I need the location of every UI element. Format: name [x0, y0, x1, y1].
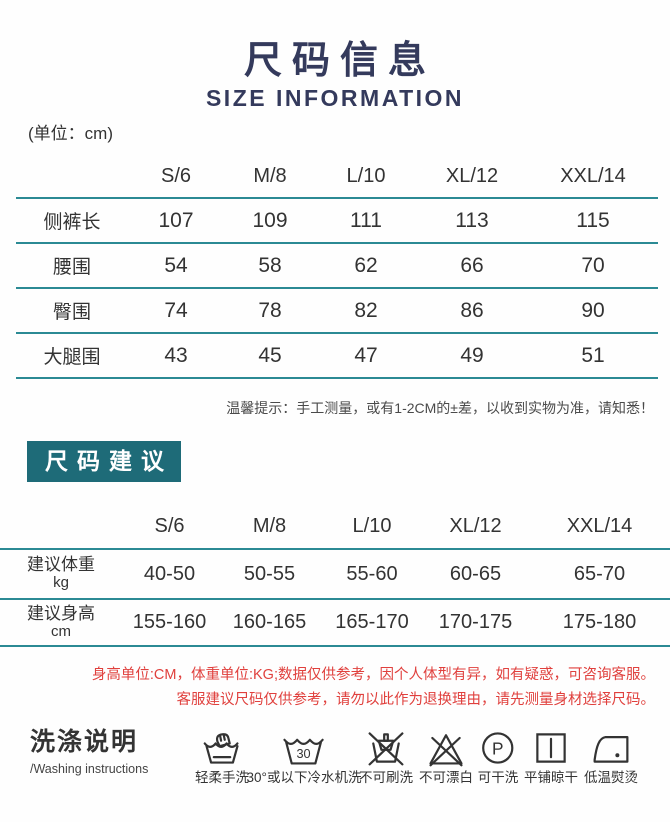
row-label-text: 建议身高 [27, 603, 95, 623]
row-label-unit: kg [53, 574, 69, 592]
svg-text:30: 30 [297, 746, 311, 761]
table-row: 侧裤长 107 109 111 113 115 [16, 198, 658, 244]
wash-item-label: 低温熨烫 [584, 770, 638, 786]
cell-value: 40-50 [122, 549, 217, 600]
wash-item-label: 可干洗 [477, 770, 519, 786]
cell-value: 86 [416, 288, 528, 334]
cell-value: 62 [316, 243, 416, 289]
machine-wash-30-icon: 30 [282, 726, 326, 768]
svg-text:P: P [492, 739, 504, 759]
page-title: 尺码信息 [243, 40, 436, 82]
size-col-header: L/10 [316, 142, 416, 199]
cell-value: 47 [316, 333, 416, 379]
cell-value: 165-170 [322, 599, 422, 647]
washing-subtitle: /Washing instructions [30, 762, 149, 777]
cell-value: 111 [316, 198, 416, 244]
cell-value: 43 [128, 333, 224, 379]
wash-item-label: 轻柔手洗 [195, 770, 249, 786]
no-scrub-icon [366, 726, 406, 768]
size-col-header: XL/12 [422, 492, 529, 550]
suggest-table-header: S/6 M/8 L/10 XL/12 XXL/14 [0, 492, 670, 550]
wash-item-label: 不可刷洗 [359, 770, 413, 786]
unit-label: (单位：cm) [28, 124, 113, 143]
dry-clean-icon: P [478, 726, 518, 768]
size-col-header: XXL/14 [528, 142, 658, 199]
table-row: 臀围 74 78 82 86 90 [16, 288, 658, 334]
cell-value: 45 [224, 333, 316, 379]
size-table-header: S/6 M/8 L/10 XL/12 XXL/14 [16, 142, 658, 199]
hand-wash-icon [202, 726, 242, 768]
cell-value: 175-180 [529, 599, 670, 647]
no-bleach-icon [426, 726, 466, 768]
size-col-header: S/6 [122, 492, 217, 550]
wash-item-hand-wash: 轻柔手洗 [195, 726, 249, 785]
cell-value: 60-65 [422, 549, 529, 600]
row-label: 臀围 [16, 288, 128, 334]
table-row: 建议身高 cm 155-160 160-165 165-170 170-175 … [0, 599, 670, 647]
washing-title-block: 洗涤说明 /Washing instructions [30, 730, 148, 776]
cell-value: 58 [224, 243, 316, 289]
cell-value: 170-175 [422, 599, 529, 647]
wash-item-label: 不可漂白 [419, 770, 473, 786]
cell-value: 155-160 [122, 599, 217, 647]
row-label: 侧裤长 [16, 198, 128, 244]
low-iron-icon [591, 726, 631, 768]
wash-item-label: 平铺晾干 [524, 770, 578, 786]
disclaimer-line: 身高单位:CM，体重单位:KG;数据仅供参考，因个人体型有异，如有疑惑，可咨询客… [91, 667, 655, 683]
size-col-header: M/8 [217, 492, 322, 550]
size-col-header: XL/12 [416, 142, 528, 199]
row-label: 大腿围 [16, 333, 128, 379]
washing-instructions-section: 洗涤说明 /Washing instructions 轻柔手洗 30 30°或以… [0, 726, 670, 798]
table-row: 建议体重 kg 40-50 50-55 55-60 60-65 65-70 [0, 549, 670, 600]
wash-item-label: 30°或以下冷水机洗 [246, 770, 362, 786]
size-col-header: L/10 [322, 492, 422, 550]
cell-value: 54 [128, 243, 224, 289]
cell-value: 90 [528, 288, 658, 334]
table-row: 大腿围 43 45 47 49 51 [16, 333, 658, 379]
cell-value: 74 [128, 288, 224, 334]
table-row: 腰围 54 58 62 66 70 [16, 243, 658, 289]
cell-value: 50-55 [217, 549, 322, 600]
cell-value: 115 [528, 198, 658, 244]
wash-item-machine-wash: 30 30°或以下冷水机洗 [246, 726, 362, 786]
size-col-header: M/8 [224, 142, 316, 199]
suggest-table-corner [0, 492, 122, 550]
size-table: S/6 M/8 L/10 XL/12 XXL/14 侧裤长 107 109 11… [16, 142, 658, 379]
disclaimer-notes: 身高单位:CM，体重单位:KG;数据仅供参考，因个人体型有异，如有疑惑，可咨询客… [0, 663, 655, 712]
wash-item-dry-clean: P 可干洗 [477, 726, 519, 786]
cell-value: 113 [416, 198, 528, 244]
cell-value: 66 [416, 243, 528, 289]
row-label: 腰围 [16, 243, 128, 289]
measure-note: 温馨提示：手工测量，或有1-2CM的±差，以收到实物为准，请知悉！ [226, 400, 654, 416]
size-col-header: S/6 [128, 142, 224, 199]
cell-value: 160-165 [217, 599, 322, 647]
cell-value: 70 [528, 243, 658, 289]
row-label: 建议身高 cm [0, 599, 122, 647]
cell-value: 107 [128, 198, 224, 244]
washing-title: 洗涤说明 [30, 728, 139, 757]
row-label: 建议体重 kg [0, 549, 122, 600]
cell-value: 82 [316, 288, 416, 334]
size-suggestion-table: S/6 M/8 L/10 XL/12 XXL/14 建议体重 kg 40-50 … [0, 492, 670, 647]
cell-value: 109 [224, 198, 316, 244]
dry-flat-icon [531, 726, 571, 768]
cell-value: 78 [224, 288, 316, 334]
size-table-corner [16, 142, 128, 199]
cell-value: 55-60 [322, 549, 422, 600]
page-subtitle: SIZE INFORMATION [205, 85, 465, 111]
cell-value: 51 [528, 333, 658, 379]
cell-value: 49 [416, 333, 528, 379]
cell-value: 65-70 [529, 549, 670, 600]
row-label-text: 建议体重 [27, 555, 95, 575]
size-col-header: XXL/14 [529, 492, 670, 550]
size-suggestion-badge: 尺码建议 [27, 441, 181, 482]
wash-item-low-iron: 低温熨烫 [584, 726, 638, 785]
disclaimer-line: 客服建议尺码仅供参考，请勿以此作为退换理由，请先测量身材选择尺码。 [176, 691, 656, 708]
wash-item-no-scrub: 不可刷洗 [359, 726, 413, 785]
wash-item-dry-flat: 平铺晾干 [524, 726, 578, 785]
row-label-unit: cm [51, 622, 71, 640]
wash-item-no-bleach: 不可漂白 [419, 726, 473, 785]
